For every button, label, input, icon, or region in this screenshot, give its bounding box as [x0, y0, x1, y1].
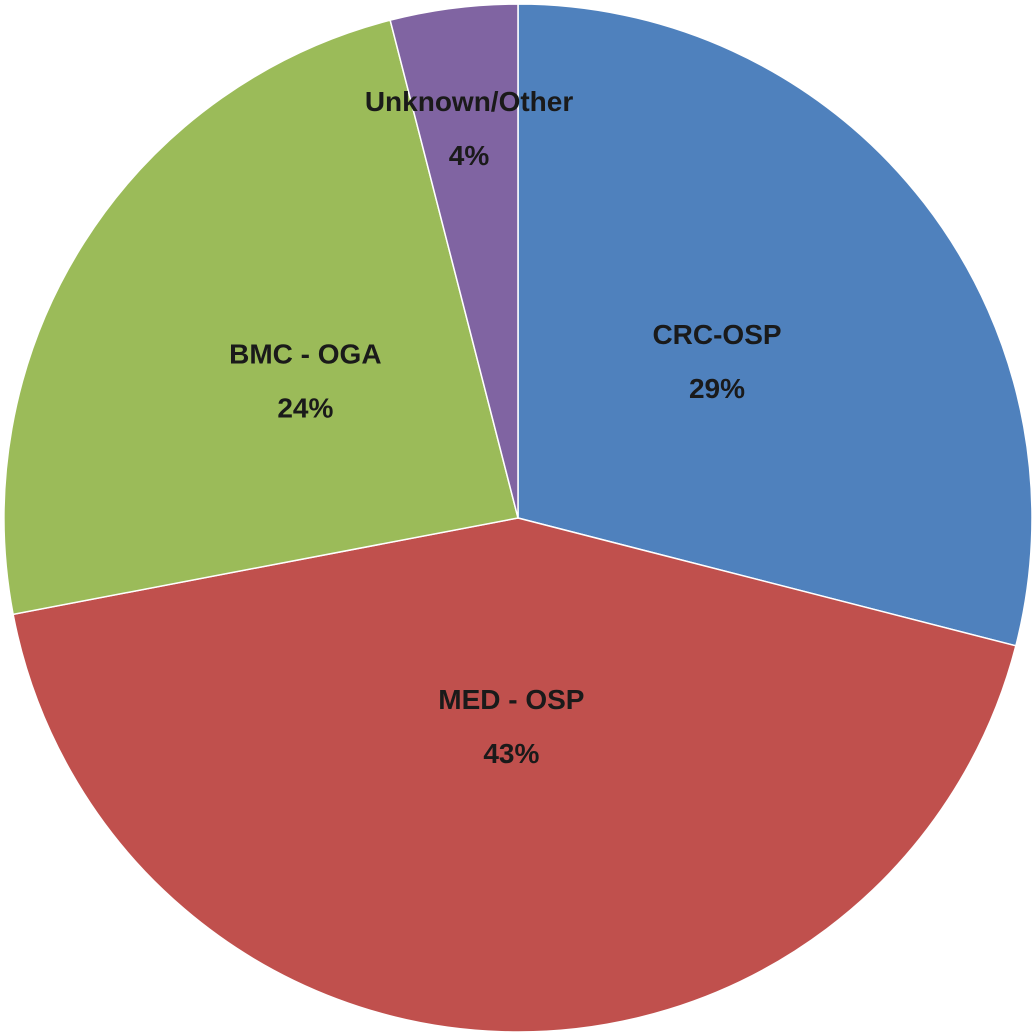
value-label: 29%: [689, 373, 745, 404]
value-label: 4%: [449, 140, 490, 171]
value-label: 43%: [483, 738, 539, 769]
pie-slice: [389, 3, 519, 519]
slice-label: CRC-OSP: [652, 319, 781, 350]
pie-slice: [517, 3, 1033, 647]
slice-label: Unknown/Other: [365, 86, 574, 117]
slice-label: BMC - OGA: [229, 338, 381, 369]
pie-slice: [3, 19, 519, 616]
value-label: 24%: [277, 392, 333, 423]
slice-label: MED - OSP: [438, 684, 584, 715]
